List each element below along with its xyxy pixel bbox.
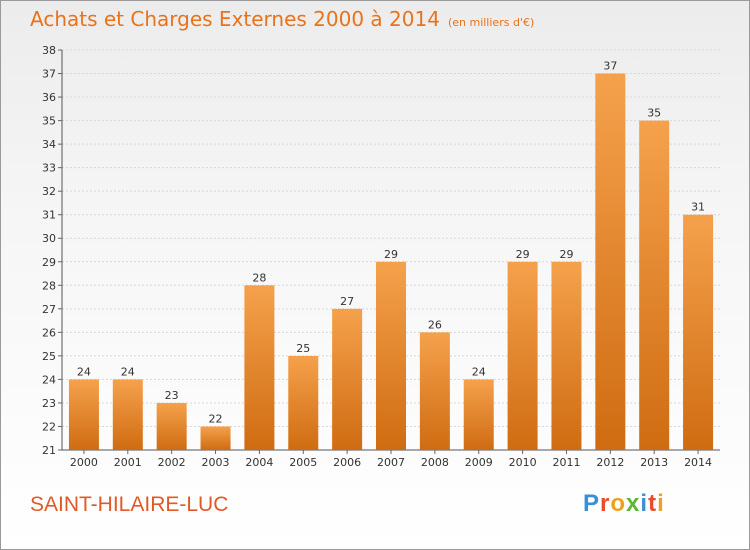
bar-2001 xyxy=(112,379,143,450)
logo-letter: P xyxy=(583,490,601,517)
y-tick-label: 37 xyxy=(42,68,56,81)
y-tick-label: 26 xyxy=(42,326,56,339)
value-label-2001: 24 xyxy=(121,365,135,378)
value-label-2000: 24 xyxy=(77,365,91,378)
x-tick-label-2002: 2002 xyxy=(158,456,186,469)
x-tick-label-2010: 2010 xyxy=(509,456,537,469)
bar-2007 xyxy=(376,261,406,450)
x-tick-label-2001: 2001 xyxy=(114,456,142,469)
proxiti-logo: Proxiti xyxy=(583,490,665,518)
value-labels: 24 24 23 22 28 25 27 29 26 24 29 29 37 35 31 xyxy=(77,60,705,426)
bar-2002 xyxy=(156,402,187,450)
logo-letter: o xyxy=(610,490,627,517)
bar-2009 xyxy=(463,379,494,450)
logo-letter: r xyxy=(600,490,611,517)
bar-2008 xyxy=(419,332,450,450)
value-label-2013: 35 xyxy=(647,107,661,120)
x-tick-label-2008: 2008 xyxy=(421,456,449,469)
x-tick-label-2009: 2009 xyxy=(465,456,493,469)
bars xyxy=(68,73,714,451)
y-tick-label: 23 xyxy=(42,397,56,410)
x-tick-label-2012: 2012 xyxy=(596,456,624,469)
x-tick-labels: 2000 2001 2002 2003 2004 2005 2006 2007 2008 2009… xyxy=(70,450,712,469)
logo-letter: t xyxy=(648,490,658,517)
y-tick-label: 38 xyxy=(42,44,56,57)
bar-2014 xyxy=(683,214,714,450)
chart-subtitle: (en milliers d'€) xyxy=(447,16,535,29)
chart-title-text: Achats et Charges Externes 2000 à 2014 xyxy=(30,7,440,31)
y-tick-label: 35 xyxy=(42,115,56,128)
x-tick-label-2005: 2005 xyxy=(289,456,317,469)
bar-2010 xyxy=(507,261,538,450)
value-label-2007: 29 xyxy=(384,248,398,261)
y-tick-label: 24 xyxy=(42,373,56,386)
y-tick-label: 28 xyxy=(42,279,56,292)
bar-2000 xyxy=(68,379,99,450)
y-tick-label: 29 xyxy=(42,256,56,269)
value-label-2005: 25 xyxy=(296,342,310,355)
bar-2012 xyxy=(595,73,626,450)
bar-2004 xyxy=(244,285,275,450)
logo-letter: x xyxy=(626,490,641,517)
bar-2006 xyxy=(332,308,363,450)
y-tick-label: 21 xyxy=(42,444,56,457)
y-tick-labels: 21 22 23 24 25 26 27 28 29 30 31 32 33 34 35 36 37 38 xyxy=(42,44,62,457)
value-label-2014: 31 xyxy=(691,201,705,214)
commune-name: SAINT-HILAIRE-LUC xyxy=(30,493,229,516)
value-label-2011: 29 xyxy=(559,248,573,261)
value-label-2010: 29 xyxy=(516,248,530,261)
y-tick-label: 22 xyxy=(42,420,56,433)
x-tick-label-2007: 2007 xyxy=(377,456,405,469)
value-label-2009: 24 xyxy=(472,365,486,378)
value-label-2008: 26 xyxy=(428,318,442,331)
x-tick-label-2000: 2000 xyxy=(70,456,98,469)
value-label-2006: 27 xyxy=(340,295,354,308)
y-tick-label: 27 xyxy=(42,303,56,316)
x-tick-label-2003: 2003 xyxy=(202,456,230,469)
logo-letter: i xyxy=(657,490,665,517)
value-label-2003: 22 xyxy=(209,412,223,425)
value-label-2002: 23 xyxy=(165,389,179,402)
bar-2011 xyxy=(551,261,582,450)
x-tick-label-2014: 2014 xyxy=(684,456,712,469)
bar-2013 xyxy=(639,120,670,451)
x-tick-label-2006: 2006 xyxy=(333,456,361,469)
bar-2005 xyxy=(288,355,319,450)
y-tick-label: 30 xyxy=(42,232,56,245)
x-tick-label-2013: 2013 xyxy=(640,456,668,469)
y-tick-label: 25 xyxy=(42,350,56,363)
y-tick-label: 32 xyxy=(42,185,56,198)
bar-2003 xyxy=(200,426,231,450)
y-tick-label: 33 xyxy=(42,162,56,175)
y-tick-label: 34 xyxy=(42,138,56,151)
y-tick-label: 36 xyxy=(42,91,56,104)
value-label-2004: 28 xyxy=(252,271,266,284)
x-tick-label-2011: 2011 xyxy=(552,456,580,469)
x-tick-label-2004: 2004 xyxy=(245,456,273,469)
logo-letter: i xyxy=(640,490,649,517)
value-label-2012: 37 xyxy=(603,60,617,73)
y-tick-label: 31 xyxy=(42,209,56,222)
chart-title: Achats et Charges Externes 2000 à 2014 (e… xyxy=(30,7,534,31)
